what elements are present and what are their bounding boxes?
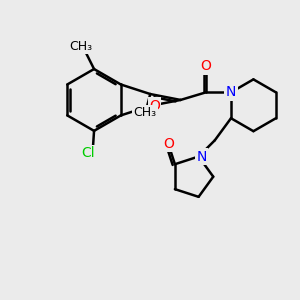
Text: CH₃: CH₃ (70, 40, 93, 53)
Text: O: O (200, 59, 211, 74)
Text: Cl: Cl (81, 146, 95, 160)
Text: CH₃: CH₃ (133, 106, 156, 119)
Text: N: N (196, 149, 207, 164)
Text: O: O (149, 99, 160, 113)
Text: O: O (163, 137, 174, 151)
Text: N: N (226, 85, 236, 99)
